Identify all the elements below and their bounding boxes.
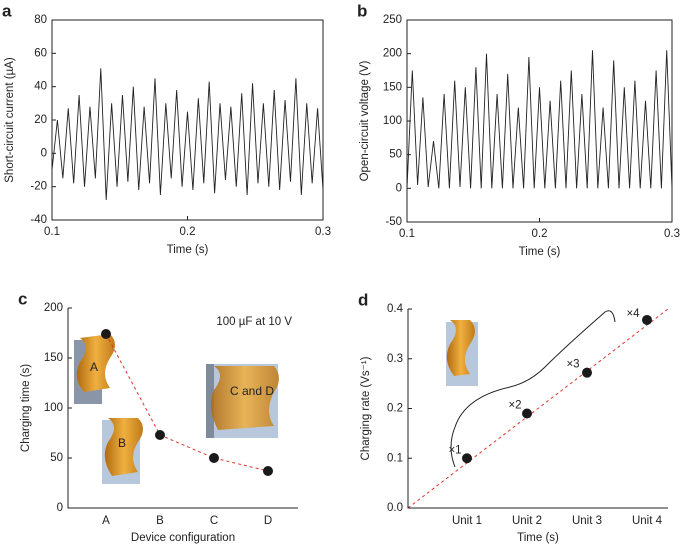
point-label: ×1	[448, 444, 461, 456]
y-tick-label: 20	[34, 114, 47, 126]
point	[582, 367, 592, 378]
waveform	[406, 50, 673, 189]
y-tick-label: 40	[34, 81, 47, 93]
point	[101, 329, 111, 339]
bracket	[450, 310, 616, 468]
y-tick-label: 0.0	[387, 502, 403, 514]
x-tick-label: Unit 4	[632, 515, 663, 527]
inset-label: A	[90, 360, 98, 374]
inset-label: B	[118, 436, 126, 450]
y-tick-label: 80	[34, 14, 47, 26]
point	[209, 453, 219, 463]
x-tick-label: 0.2	[180, 226, 196, 238]
y-axis-title: Charging time (s)	[20, 364, 32, 452]
y-tick-label: 150	[383, 81, 402, 93]
y-axis-title: Charging rate (Vs⁻¹)	[360, 356, 372, 460]
y-tick-label: -50	[385, 216, 402, 228]
y-tick-label: 100	[44, 402, 63, 414]
y-tick-label: 50	[50, 452, 63, 464]
x-tick-label: A	[102, 515, 110, 527]
x-axis-title: Time (s)	[517, 532, 559, 544]
x-tick-label: Unit 1	[452, 515, 482, 527]
point-label: ×2	[508, 400, 521, 412]
y-tick-label: 100	[383, 115, 402, 127]
x-axis-title: Device configuration	[131, 532, 235, 544]
y-tick-label: 0.2	[387, 403, 403, 415]
axes	[406, 19, 673, 223]
y-tick-label: -20	[30, 181, 47, 193]
x-tick-label: Unit 2	[512, 515, 542, 527]
trend-line	[407, 308, 669, 509]
y-tick-label: 0	[41, 147, 47, 159]
inset-cd	[206, 364, 279, 438]
inset-b	[102, 418, 143, 484]
x-tick-label: 0.1	[44, 226, 60, 238]
annotation: 100 µF at 10 V	[216, 316, 292, 328]
x-tick-label: D	[264, 515, 272, 527]
y-tick-label: 250	[383, 14, 402, 26]
y-tick-label: 0.3	[387, 353, 403, 365]
y-tick-label: 0	[396, 182, 402, 194]
y-tick-label: 50	[389, 149, 402, 161]
panel-label: c	[18, 289, 27, 308]
panel-label: b	[357, 1, 367, 20]
x-tick-label: C	[210, 515, 218, 527]
panel-label: a	[2, 1, 12, 20]
point	[462, 453, 472, 464]
point	[522, 408, 532, 419]
point-label: ×4	[626, 308, 640, 320]
y-tick-label: 150	[44, 352, 63, 364]
x-tick-label: 0.1	[399, 228, 415, 240]
y-axis-title: Short-circuit current (µA)	[4, 57, 16, 183]
y-axis-title: Open-circuit voltage (V)	[359, 60, 371, 181]
y-tick-label: 0.4	[387, 303, 404, 315]
y-tick-label: 0	[57, 502, 63, 514]
x-tick-label: 0.2	[532, 228, 548, 240]
y-tick-label: -40	[30, 214, 47, 226]
y-tick-label: 0.1	[387, 452, 403, 464]
point	[263, 466, 273, 476]
x-axis-title: Time (s)	[167, 244, 209, 256]
waveform	[51, 68, 324, 201]
inset-d	[446, 320, 478, 386]
x-tick-label: B	[156, 515, 164, 527]
y-tick-label: 200	[383, 48, 402, 60]
axes	[51, 19, 324, 221]
point-label: ×3	[566, 359, 579, 371]
x-axis-title: Time (s)	[519, 246, 561, 258]
y-tick-label: 60	[34, 47, 47, 59]
trend	[105, 333, 269, 472]
point	[642, 314, 652, 325]
y-tick-label: 200	[44, 302, 63, 314]
point	[155, 430, 165, 440]
x-tick-label: Unit 3	[572, 515, 602, 527]
x-tick-label: 0.3	[315, 226, 331, 238]
inset-label: C and D	[230, 384, 274, 398]
panel-label: d	[358, 290, 368, 309]
inset-a	[74, 334, 115, 404]
x-tick-label: 0.3	[664, 228, 680, 240]
